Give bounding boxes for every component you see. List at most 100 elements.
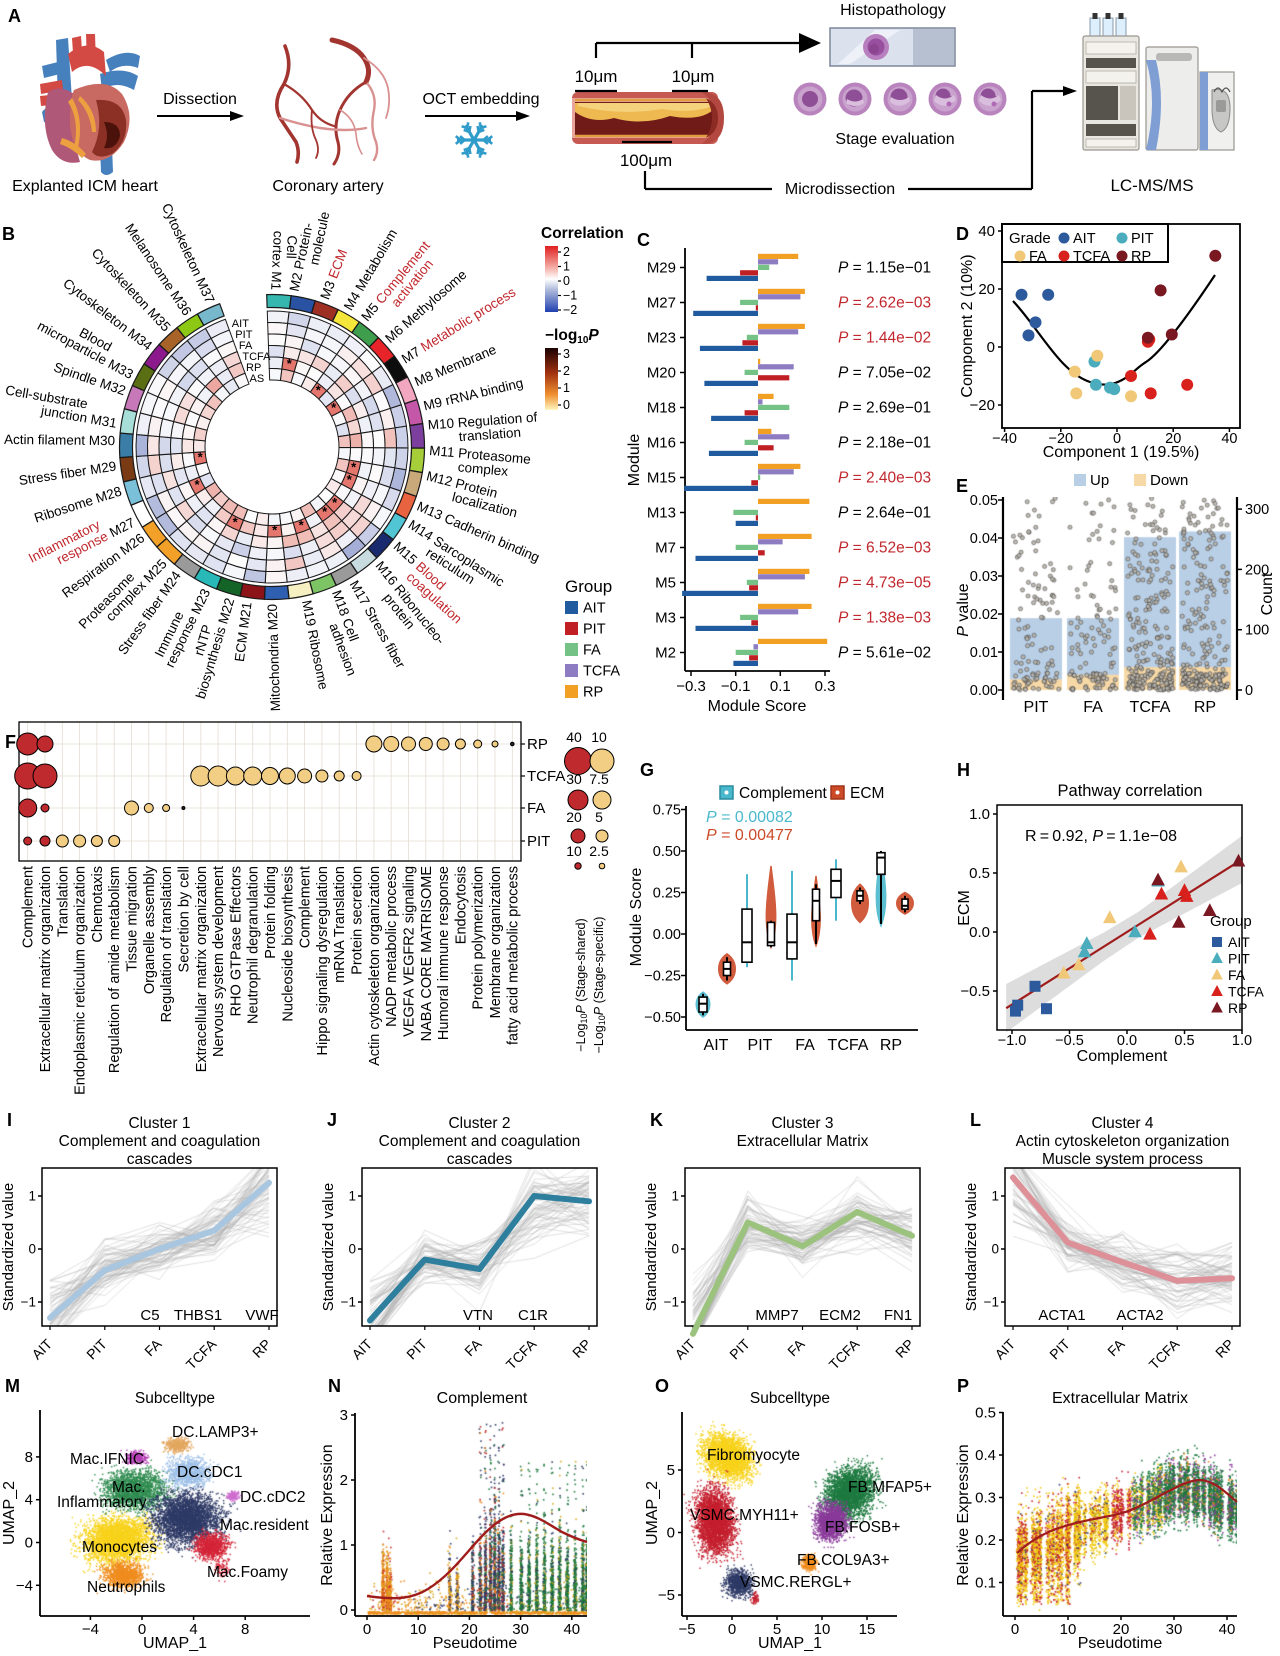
svg-text:Translation: Translation (55, 866, 71, 937)
svg-text:P: P (957, 1376, 969, 1396)
svg-text:*: * (347, 472, 353, 487)
svg-text:0.25: 0.25 (653, 886, 681, 902)
svg-text:RP: RP (880, 1037, 902, 1054)
svg-text:ECM: ECM (850, 785, 884, 802)
svg-text:3: 3 (563, 347, 570, 361)
svg-text:10: 10 (410, 1621, 427, 1638)
svg-text:300: 300 (1245, 502, 1269, 518)
svg-text:40: 40 (566, 729, 582, 745)
svg-text:M5: M5 (655, 575, 676, 592)
svg-text:10: 10 (566, 843, 582, 859)
svg-text:−5: −5 (678, 1621, 695, 1638)
svg-text:0: 0 (1245, 683, 1253, 699)
svg-text:FA: FA (1228, 967, 1246, 983)
svg-text:−4: −4 (82, 1621, 99, 1638)
svg-text:L: L (970, 1110, 981, 1130)
svg-text:Regulation of translation: Regulation of translation (159, 866, 175, 1022)
svg-text:Complement: Complement (437, 1390, 528, 1407)
svg-text:Extracellular matrix organizat: Extracellular matrix organization (38, 866, 54, 1072)
svg-text:TCFA: TCFA (183, 1335, 220, 1372)
svg-text:0.3: 0.3 (815, 678, 836, 695)
svg-text:P = 0.00477: P = 0.00477 (706, 827, 793, 844)
svg-text:5: 5 (667, 1462, 675, 1479)
svg-text:H: H (957, 760, 970, 780)
svg-text:0: 0 (363, 1621, 371, 1638)
svg-text:Organelle assembly: Organelle assembly (142, 865, 158, 994)
svg-text:−0.25: −0.25 (644, 969, 681, 985)
svg-text:0: 0 (563, 398, 570, 412)
svg-text:Regulation of amide metabolism: Regulation of amide metabolism (107, 866, 123, 1073)
svg-text:M2: M2 (655, 645, 676, 662)
svg-text:Protein secretion: Protein secretion (350, 866, 366, 975)
svg-text:P value: P value (955, 583, 972, 636)
svg-text:10: 10 (1060, 1621, 1077, 1638)
svg-text:M29: M29 (647, 260, 676, 277)
svg-text:PIT: PIT (1046, 1335, 1073, 1362)
svg-text:AIT: AIT (671, 1335, 698, 1362)
svg-text:Complement: Complement (739, 785, 828, 802)
svg-text:mRNA Translation: mRNA Translation (332, 866, 348, 983)
svg-text:N: N (328, 1376, 341, 1396)
svg-text:0: 0 (25, 1535, 33, 1552)
svg-text:UMAP_2: UMAP_2 (644, 1481, 661, 1545)
svg-text:Relative Expression: Relative Expression (319, 1444, 336, 1585)
svg-text:FB.MFAP5+: FB.MFAP5+ (848, 1479, 932, 1496)
svg-text:0: 0 (671, 1242, 679, 1257)
svg-text:4: 4 (189, 1621, 197, 1638)
svg-text:30: 30 (512, 1621, 529, 1638)
svg-text:−1: −1 (984, 1295, 999, 1310)
svg-text:1: 1 (563, 381, 570, 395)
svg-text:10μm: 10μm (575, 67, 618, 86)
svg-text:RP: RP (1131, 249, 1151, 265)
svg-text:THBS1: THBS1 (174, 1307, 222, 1324)
svg-text:Nucleoside biosynthesis: Nucleoside biosynthesis (280, 866, 296, 1022)
svg-text:Explanted ICM heart: Explanted ICM heart (12, 178, 158, 195)
svg-text:0.5: 0.5 (975, 1405, 996, 1422)
svg-text:RP: RP (1194, 699, 1216, 716)
svg-text:FA: FA (461, 1335, 485, 1359)
svg-text:RP: RP (583, 685, 603, 701)
svg-text:0.00: 0.00 (653, 927, 681, 943)
svg-text:−20: −20 (1048, 431, 1073, 447)
svg-text:2.5: 2.5 (589, 843, 609, 859)
svg-text:PIT: PIT (1024, 699, 1049, 716)
svg-text:10μm: 10μm (672, 67, 715, 86)
svg-text:MMP7: MMP7 (755, 1307, 798, 1324)
svg-text:AIT: AIT (28, 1335, 55, 1362)
svg-text:*: * (316, 382, 322, 397)
svg-text:1: 1 (991, 1189, 999, 1204)
svg-text:K: K (650, 1110, 663, 1130)
svg-text:Tissue migration: Tissue migration (125, 866, 141, 972)
svg-text:30: 30 (1166, 1621, 1183, 1638)
svg-text:Protein folding: Protein folding (263, 866, 279, 959)
svg-text:AIT: AIT (232, 318, 249, 330)
svg-text:VWF: VWF (245, 1307, 278, 1324)
svg-text:PIT: PIT (583, 622, 606, 638)
svg-text:Module: Module (626, 434, 643, 487)
svg-text:E: E (956, 476, 968, 496)
svg-text:Extracellular Matrix: Extracellular Matrix (737, 1133, 869, 1150)
svg-text:ECM: ECM (956, 890, 973, 926)
svg-text:0.3: 0.3 (975, 1490, 996, 1507)
svg-text:−1: −1 (21, 1295, 36, 1310)
svg-text:ACTA2: ACTA2 (1116, 1307, 1163, 1324)
svg-text:Component 1 (19.5%): Component 1 (19.5%) (1043, 444, 1200, 461)
svg-text:Correlation: Correlation (541, 225, 624, 242)
svg-text:*: * (322, 504, 328, 519)
svg-text:Actin filament M30: Actin filament M30 (4, 432, 115, 448)
svg-text:0.05: 0.05 (970, 493, 998, 509)
svg-text:VSMC.RERGL+: VSMC.RERGL+ (740, 1574, 852, 1591)
svg-text:1: 1 (348, 1189, 356, 1204)
svg-text:Endocytosis: Endocytosis (453, 866, 469, 944)
svg-text:*: * (272, 523, 278, 538)
svg-text:1: 1 (563, 260, 570, 274)
svg-text:*: * (198, 449, 204, 464)
svg-text:20: 20 (1165, 431, 1181, 447)
svg-text:Down: Down (1150, 472, 1188, 489)
svg-text:Histopathology: Histopathology (840, 2, 946, 19)
svg-text:−20: −20 (970, 397, 995, 414)
svg-text:F: F (5, 732, 16, 752)
svg-text:TCFA: TCFA (242, 351, 271, 363)
svg-text:Actin cytoskeleton organizatio: Actin cytoskeleton organization (1016, 1133, 1230, 1150)
svg-text:TCFA: TCFA (503, 1335, 540, 1372)
